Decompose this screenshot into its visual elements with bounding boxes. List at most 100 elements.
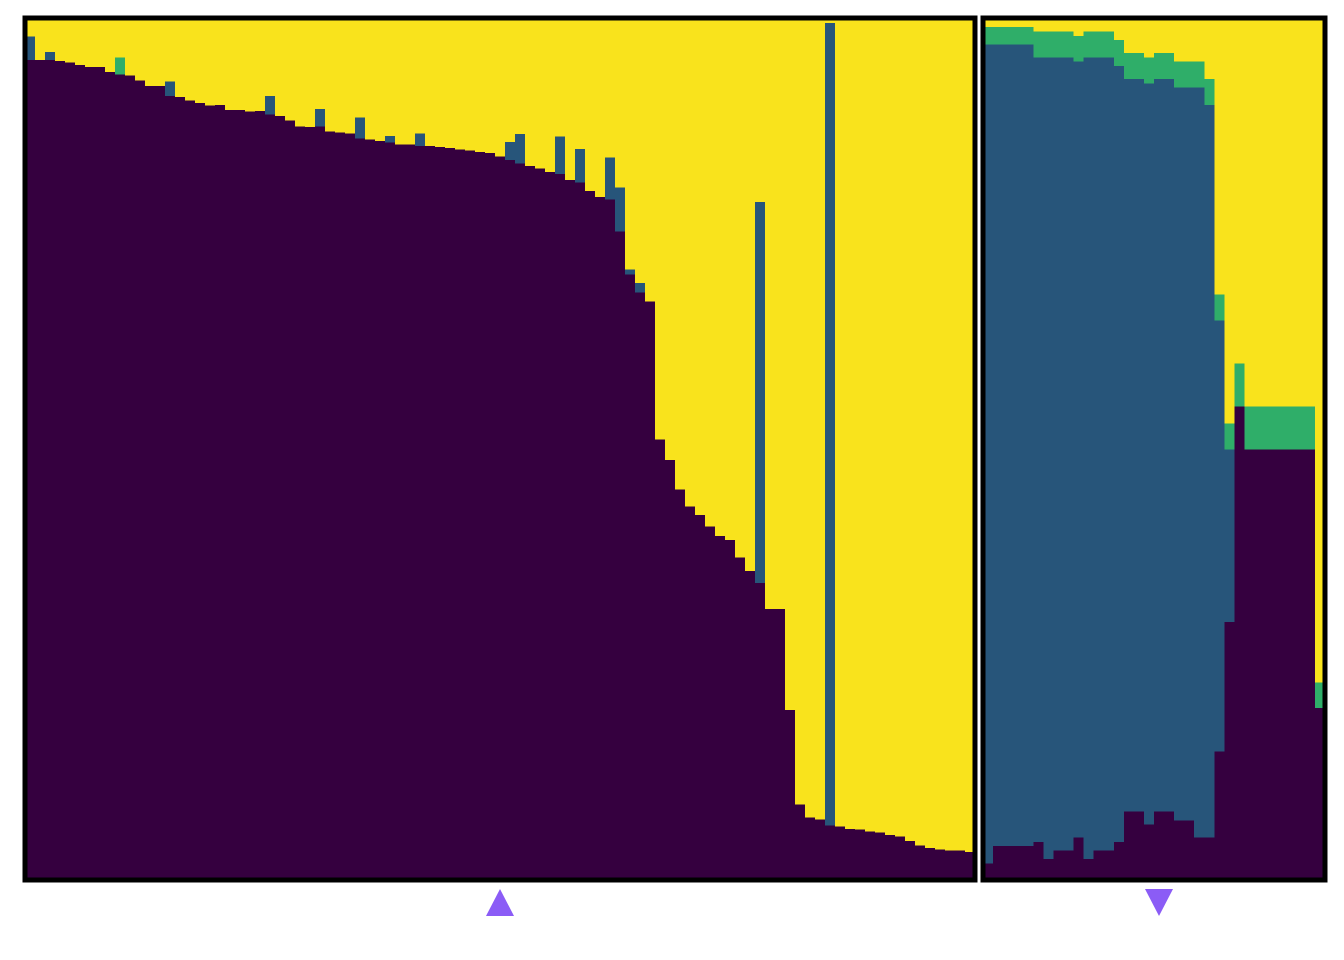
bar-segment-3 — [1284, 405, 1296, 450]
bar-segment-4 — [735, 18, 746, 558]
bar-segment-1 — [95, 66, 106, 881]
bar-segment-4 — [365, 18, 376, 140]
bar-segment-1 — [1113, 841, 1125, 881]
bar-segment-4 — [165, 18, 176, 82]
bar-segment-1 — [1143, 823, 1155, 881]
bar-segment-1 — [895, 836, 906, 881]
bar-segment-4 — [1023, 18, 1034, 28]
bar-segment-4 — [695, 18, 706, 516]
bar-segment-1 — [885, 834, 896, 881]
bar-segment-1 — [1164, 811, 1175, 881]
bar-segment-3 — [1214, 293, 1226, 321]
bar-segment-4 — [715, 18, 726, 536]
bar-segment-2 — [1154, 78, 1165, 812]
bar-segment-4 — [285, 18, 296, 121]
bar-segment-1 — [755, 582, 766, 881]
bar-segment-4 — [485, 18, 496, 154]
bar-segment-1 — [1083, 858, 1095, 881]
bar-segment-4 — [1294, 18, 1306, 407]
bar-segment-1 — [1053, 849, 1065, 881]
bar-segment-4 — [255, 18, 266, 111]
bar-segment-2 — [1174, 86, 1185, 821]
bar-segment-1 — [955, 849, 966, 881]
bar-segment-4 — [765, 18, 776, 610]
bar-segment-1 — [1154, 811, 1165, 881]
bar-segment-4 — [595, 18, 606, 198]
bar-segment-1 — [365, 138, 376, 881]
bar-segment-1 — [455, 149, 466, 881]
bar-segment-4 — [1093, 18, 1105, 32]
bar-segment-4 — [225, 18, 236, 110]
bar-segment-3 — [1103, 30, 1115, 58]
bar-segment-4 — [855, 18, 866, 830]
bar-segment-3 — [1184, 61, 1195, 88]
bar-segment-2 — [555, 136, 566, 174]
bar-segment-1 — [595, 196, 606, 881]
bar-segment-4 — [1133, 18, 1145, 54]
bar-segment-1 — [565, 179, 576, 881]
bar-segment-4 — [265, 18, 276, 97]
bar-segment-1 — [345, 132, 356, 881]
bar-segment-4 — [1314, 18, 1326, 683]
bar-segment-3 — [1033, 30, 1044, 58]
bar-segment-2 — [1224, 449, 1236, 622]
bar-segment-4 — [615, 18, 626, 188]
bar-segment-1 — [1314, 707, 1326, 881]
bar-segment-1 — [265, 113, 276, 881]
bar-segment-4 — [275, 18, 286, 117]
bar-segment-1 — [1184, 819, 1195, 881]
bar-segment-4 — [1274, 18, 1286, 407]
bar-segment-1 — [405, 143, 416, 881]
bar-segment-4 — [795, 18, 806, 805]
bar-segment-4 — [965, 18, 976, 853]
bar-segment-2 — [605, 156, 616, 200]
bar-segment-1 — [115, 74, 126, 881]
bar-segment-1 — [375, 140, 386, 881]
bar-segment-3 — [1143, 56, 1155, 84]
bar-segment-4 — [1284, 18, 1296, 407]
bar-segment-4 — [1214, 18, 1226, 295]
bar-segment-1 — [705, 525, 716, 881]
bar-segment-4 — [295, 18, 306, 127]
bar-segment-4 — [515, 18, 526, 135]
bar-segment-1 — [1073, 836, 1085, 881]
bar-segment-4 — [1234, 18, 1246, 364]
bar-segment-2 — [635, 282, 646, 293]
bar-segment-4 — [535, 18, 546, 169]
bar-segment-1 — [245, 111, 256, 881]
bar-segment-1 — [815, 818, 826, 881]
bar-segment-4 — [105, 18, 116, 73]
bar-segment-4 — [135, 18, 146, 81]
bar-segment-1 — [425, 145, 436, 881]
bar-segment-3 — [1274, 405, 1286, 450]
bar-segment-4 — [875, 18, 886, 833]
bar-segment-1 — [855, 829, 866, 881]
bar-segment-3 — [1123, 52, 1135, 79]
bar-segment-1 — [945, 849, 956, 881]
bar-segment-2 — [1053, 56, 1065, 851]
bar-segment-4 — [305, 18, 316, 128]
bar-segment-3 — [1174, 61, 1185, 88]
bar-segment-2 — [355, 117, 366, 139]
markers-layer — [486, 889, 1173, 916]
bar-segment-4 — [415, 18, 426, 134]
bar-segment-1 — [215, 104, 226, 881]
bar-segment-4 — [65, 18, 76, 63]
bar-segment-2 — [1143, 82, 1155, 825]
bar-segment-4 — [425, 18, 436, 147]
bar-segment-2 — [415, 132, 426, 147]
bar-segment-2 — [265, 95, 276, 115]
bar-segment-4 — [865, 18, 876, 832]
bar-segment-4 — [75, 18, 86, 66]
bar-segment-1 — [55, 60, 66, 881]
bar-segment-4 — [585, 18, 596, 191]
bar-segment-4 — [45, 18, 56, 53]
bar-segment-2 — [1063, 56, 1075, 851]
bar-segment-1 — [615, 230, 626, 881]
bar-segment-4 — [245, 18, 256, 112]
bar-segment-4 — [815, 18, 826, 820]
bar-segment-1 — [965, 851, 976, 881]
bar-segment-2 — [615, 186, 626, 232]
bar-segment-3 — [1164, 52, 1175, 79]
bar-segment-1 — [145, 85, 156, 881]
